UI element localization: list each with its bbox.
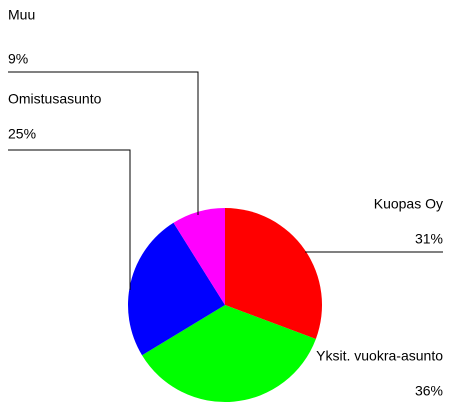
- slice-value-label: 36%: [415, 383, 443, 399]
- pie-slice: [173, 208, 225, 305]
- pie-slice: [127, 222, 225, 356]
- slice-label: Yksit. vuokra-asunto: [316, 348, 443, 364]
- leader-line: [8, 149, 131, 290]
- slice-label: Kuopas Oy: [374, 196, 443, 212]
- pie-slice: [225, 208, 322, 339]
- slice-label: Muu: [8, 7, 35, 23]
- slice-value-label: 9%: [8, 51, 28, 67]
- slice-value-label: 25%: [8, 126, 36, 142]
- slice-label: Omistusasunto: [8, 91, 102, 107]
- slice-value-label: 31%: [415, 231, 443, 247]
- leader-line: [8, 71, 199, 215]
- pie-slice: [142, 305, 316, 403]
